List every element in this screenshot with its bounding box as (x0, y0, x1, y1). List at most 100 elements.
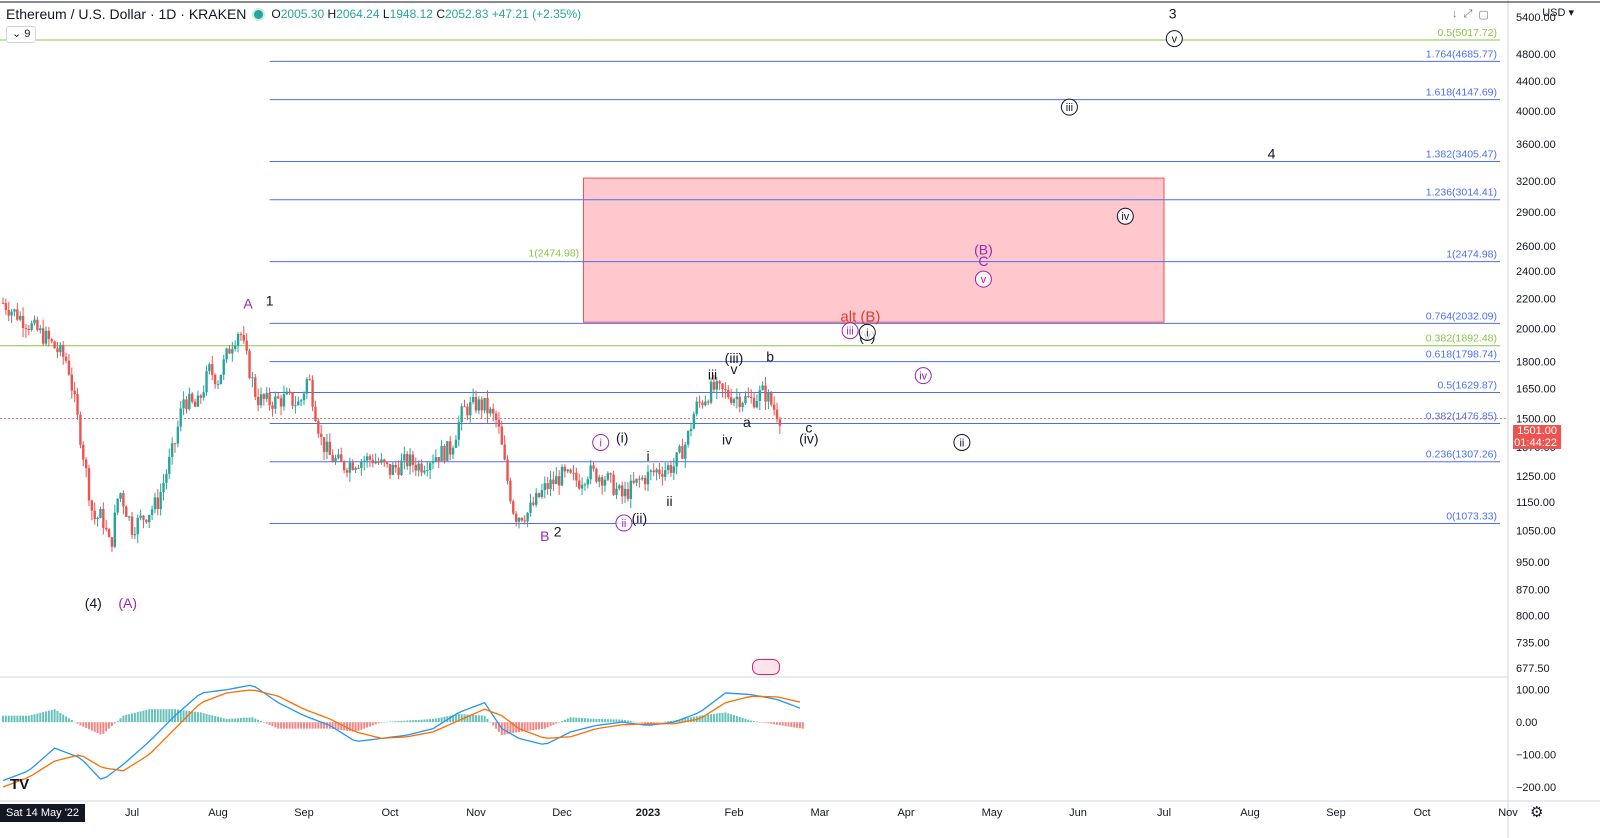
macd-histogram-bar (214, 716, 217, 723)
indicator-count: 9 (24, 28, 31, 40)
candle-body (119, 493, 122, 499)
candle-body (102, 508, 105, 528)
open-label: O (271, 7, 281, 21)
wave-label: (i) (616, 429, 628, 445)
macd-histogram-bar (727, 713, 730, 723)
macd-histogram-bar (119, 718, 122, 723)
candle-body (53, 341, 56, 349)
candle-body (566, 469, 569, 472)
candle-body (21, 315, 25, 329)
macd-histogram-bar (165, 709, 168, 723)
time-tick-label: Nov (1498, 807, 1518, 819)
candle-body (598, 477, 601, 482)
macd-histogram-bar (618, 719, 621, 723)
gear-icon[interactable]: ⚙ (1530, 804, 1544, 821)
down-arrow-icon[interactable]: ↓ (1452, 8, 1458, 20)
macd-histogram-bar (13, 715, 16, 723)
macd-histogram-bar (33, 714, 36, 723)
candle-body (185, 399, 188, 410)
crosshair-date-badge: Sat 14 May '22 (0, 804, 86, 822)
macd-histogram-bar (194, 711, 197, 723)
macd-histogram-bar (612, 719, 615, 723)
maximize-icon[interactable]: ▢ (1478, 9, 1489, 21)
candle-body (715, 381, 718, 390)
macd-histogram-bar (260, 721, 262, 723)
candle-body (371, 459, 374, 464)
macd-histogram-bar (586, 718, 589, 723)
wave-circle-marker (1165, 30, 1183, 48)
macd-histogram-bar (351, 722, 354, 732)
macd-histogram-bar (761, 722, 764, 723)
indicators-toggle-button[interactable]: ⌄ 9 (6, 26, 37, 43)
time-tick-label: Nov (466, 807, 486, 819)
candle-body (394, 464, 397, 468)
macd-histogram-bar (199, 712, 202, 723)
last-price: 1501.00 (1517, 425, 1557, 437)
macd-histogram-bar (334, 722, 337, 730)
fib-level-label: 0.5(1629.87) (1437, 380, 1497, 392)
macd-histogram-bar (265, 722, 268, 724)
event-flag-icon[interactable] (752, 659, 780, 675)
macd-histogram-bar (477, 715, 480, 723)
candle-body (305, 379, 309, 394)
candle-body (173, 443, 177, 445)
macd-histogram-bar (176, 709, 179, 723)
macd-histogram-bar (753, 721, 756, 723)
candle-body (514, 513, 518, 522)
candle-body (423, 470, 426, 473)
candle-body (552, 479, 555, 485)
macd-histogram-bar (664, 721, 667, 723)
candle-body (480, 399, 483, 411)
macd-histogram-bar (311, 722, 314, 729)
candle-body (775, 409, 779, 420)
wave-label: b (766, 348, 774, 364)
macd-histogram-bar (274, 722, 277, 728)
macd-histogram-bar (764, 722, 767, 723)
macd-histogram-bar (555, 722, 558, 724)
macd-histogram-bar (16, 715, 19, 723)
candle-body (540, 490, 544, 498)
candle-body (33, 319, 36, 324)
candle-body (772, 404, 776, 410)
candle-body (96, 517, 99, 520)
candle-body (256, 396, 260, 406)
macd-histogram-bar (67, 718, 70, 723)
macd-histogram-bar (168, 709, 171, 723)
macd-histogram-bar (495, 722, 498, 729)
candle-body (506, 459, 509, 481)
candle-body (503, 444, 506, 460)
price-tick-label: 2600.00 (1516, 241, 1556, 253)
macd-histogram-bar (156, 709, 159, 723)
candle-body (463, 406, 466, 408)
symbol-title[interactable]: Ethereum / U.S. Dollar · 1D · KRAKEN (6, 6, 247, 22)
candle-body (643, 477, 647, 485)
edit-icon[interactable]: ⤢ (1463, 8, 1473, 20)
candle-body (603, 479, 607, 486)
macd-histogram-bar (219, 717, 222, 723)
price-tick-label: 870.00 (1516, 584, 1550, 596)
macd-histogram-bar (540, 722, 543, 730)
macd-histogram-bar (721, 712, 724, 723)
macd-histogram-bar (529, 722, 532, 731)
candle-body (555, 476, 558, 485)
macd-histogram-bar (486, 718, 489, 723)
candle-body (466, 406, 469, 416)
macd-histogram-bar (632, 721, 635, 723)
candle-body (408, 454, 412, 467)
macd-histogram-bar (325, 722, 328, 729)
candle-body (351, 462, 354, 470)
macd-histogram-bar (79, 722, 82, 726)
candle-body (202, 392, 205, 398)
candle-body (666, 465, 670, 471)
macd-histogram-bar (724, 712, 727, 723)
candle-body (727, 389, 730, 398)
macd-histogram-bar (457, 714, 460, 723)
candle-body (67, 360, 71, 375)
currency-selector[interactable]: USD ▾ (1542, 7, 1574, 19)
candle-body (729, 397, 733, 403)
candle-body (136, 517, 139, 535)
tradingview-logo[interactable]: TV (10, 776, 30, 793)
candle-body (537, 493, 541, 498)
candle-body (268, 392, 271, 406)
